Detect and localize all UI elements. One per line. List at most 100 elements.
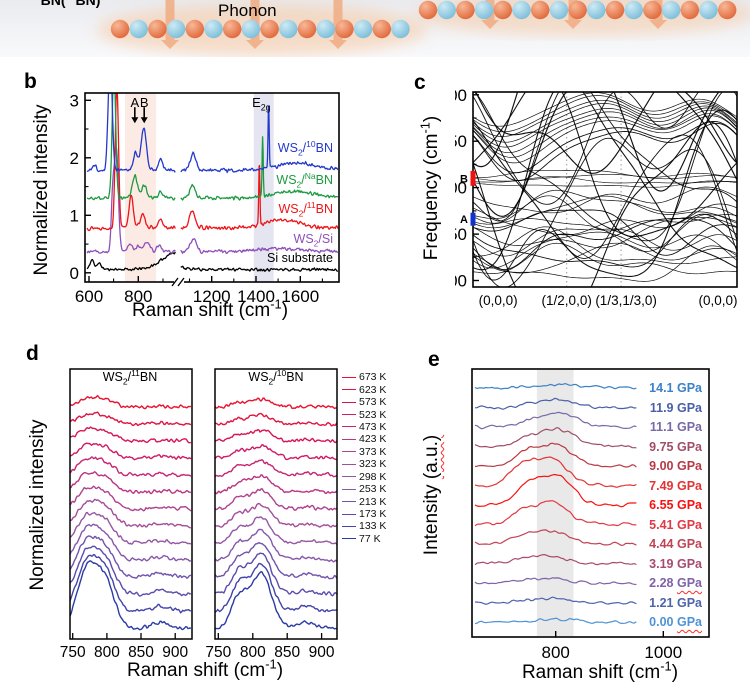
nitrogen-atom	[353, 19, 373, 39]
spectrum-523K	[215, 443, 337, 461]
phonon-band	[473, 99, 737, 137]
x-tick-label: 800	[124, 287, 152, 306]
legend-item: 473 K	[342, 421, 386, 433]
legend-swatch	[342, 476, 356, 478]
phonon-band	[473, 92, 737, 238]
phonon-band	[613, 92, 720, 192]
spectrum-573K	[70, 426, 191, 444]
spectrum-ws2-11bn	[86, 93, 176, 232]
temperature-spectra	[215, 397, 337, 630]
spectrum-133K	[215, 562, 337, 613]
legend-swatch	[342, 463, 356, 465]
x-tick-label: 1400	[237, 287, 275, 306]
phonon-band	[473, 92, 737, 222]
phonon-band	[473, 92, 737, 217]
phonon-band	[473, 189, 737, 224]
x-tick-label: 1600	[281, 287, 319, 306]
spectrum-444GPa	[474, 529, 637, 547]
legend-label: 523 K	[359, 408, 387, 421]
phonon-band	[473, 217, 737, 271]
spectrum-ws2-nabn	[86, 93, 176, 201]
spectrum-541GPa	[474, 500, 637, 527]
x-tick-label: 850	[274, 644, 300, 661]
legend-swatch	[342, 488, 356, 490]
spectrum-213K	[70, 535, 192, 579]
spectrum-900GPa	[474, 442, 637, 468]
spectrum-ws2-10bn	[180, 104, 339, 174]
x-tick-label: 800	[542, 643, 570, 660]
spectrum-673K	[70, 394, 192, 410]
x-tick-label: 750	[60, 644, 86, 661]
boron-atom	[531, 0, 550, 20]
legend-label: 133 K	[359, 520, 387, 533]
y-tick-label: 850	[455, 132, 467, 151]
boron-atom	[605, 0, 625, 20]
spectrum-655GPa	[474, 473, 637, 508]
x-tick-label: 750	[205, 644, 231, 661]
legend-item: 173 K	[342, 508, 386, 520]
legend-item: 423 K	[342, 433, 386, 445]
panel-a-corner-label: 10BN(11BN)	[30, 0, 101, 8]
plot-frame	[214, 368, 338, 640]
panel-e-chart: 800 1000	[471, 368, 710, 660]
spectrum-253K	[215, 528, 337, 563]
boron-atom	[260, 19, 279, 39]
spectrum-253K	[70, 523, 192, 562]
spectrum-si-substrate	[180, 265, 339, 273]
nitrogen-atom	[437, 0, 456, 20]
phonon-band	[473, 109, 737, 277]
y-tick-label: 0	[70, 264, 79, 283]
legend-swatch	[342, 438, 356, 440]
legend-swatch	[342, 389, 356, 391]
mode-marker-a	[470, 212, 476, 226]
boron-atom	[335, 19, 354, 39]
boron-atom	[493, 0, 512, 20]
phonon-band	[475, 92, 655, 174]
nitrogen-atom	[391, 19, 410, 39]
panel-d-chart: 750 800 850 900 750 800 850 900	[60, 368, 338, 661]
x-tick-label: 900	[309, 644, 335, 661]
legend-swatch	[342, 501, 356, 503]
boron-atom	[223, 19, 242, 39]
x-tick-label: 600	[75, 287, 103, 306]
phonon-band	[473, 245, 737, 282]
boron-atom	[568, 0, 587, 20]
legend-label: 423 K	[359, 433, 387, 446]
spectrum-228GPa	[474, 577, 637, 586]
legend-swatch	[342, 376, 356, 378]
legend-item: 373 K	[342, 446, 386, 458]
panel-e-ylabel: Intensity (a.u.)	[421, 434, 442, 556]
legend-label: 77 K	[359, 532, 381, 545]
spectrum-77K	[70, 560, 192, 631]
y-tick-label: 700	[455, 272, 467, 291]
arrowhead-icon	[140, 117, 148, 124]
spectrum-473K	[70, 456, 192, 478]
spectrum-323K	[70, 498, 192, 529]
panel-d-title-11bn: WS2/11BN	[102, 367, 158, 387]
boron-atom	[185, 19, 204, 39]
spectrum-298K	[70, 511, 192, 545]
nitrogen-atom	[624, 0, 643, 20]
legend-label: 323 K	[359, 458, 387, 471]
x-tick-label: 800	[94, 644, 120, 661]
y-tick-label: 3	[70, 91, 79, 110]
spectrum-573K	[215, 428, 337, 444]
legend-swatch	[342, 401, 356, 403]
legend-label: 573 K	[359, 396, 387, 409]
spectrum-ws2-si	[86, 146, 176, 254]
spectrum-173K	[215, 552, 337, 597]
legend-item: 77 K	[342, 533, 386, 545]
spectrum-si-substrate	[86, 251, 176, 272]
phonon-band	[473, 121, 737, 174]
spectrum-ws2-nabn	[180, 136, 339, 201]
panel-d-legend: 673 K 623 K 573 K 523 K 473 K 423 K 373 K 323 K…	[342, 371, 386, 545]
boron-atom	[372, 19, 391, 39]
phonon-bands	[473, 92, 737, 287]
legend-item: 623 K	[342, 383, 386, 396]
spectra-curves	[86, 93, 339, 273]
legend-item: 298 K	[342, 471, 386, 483]
boron-atom	[297, 19, 317, 39]
spectrum-119GPa	[474, 397, 637, 410]
y-tick-label: 750	[455, 225, 467, 244]
legend-label: 213 K	[359, 495, 387, 508]
